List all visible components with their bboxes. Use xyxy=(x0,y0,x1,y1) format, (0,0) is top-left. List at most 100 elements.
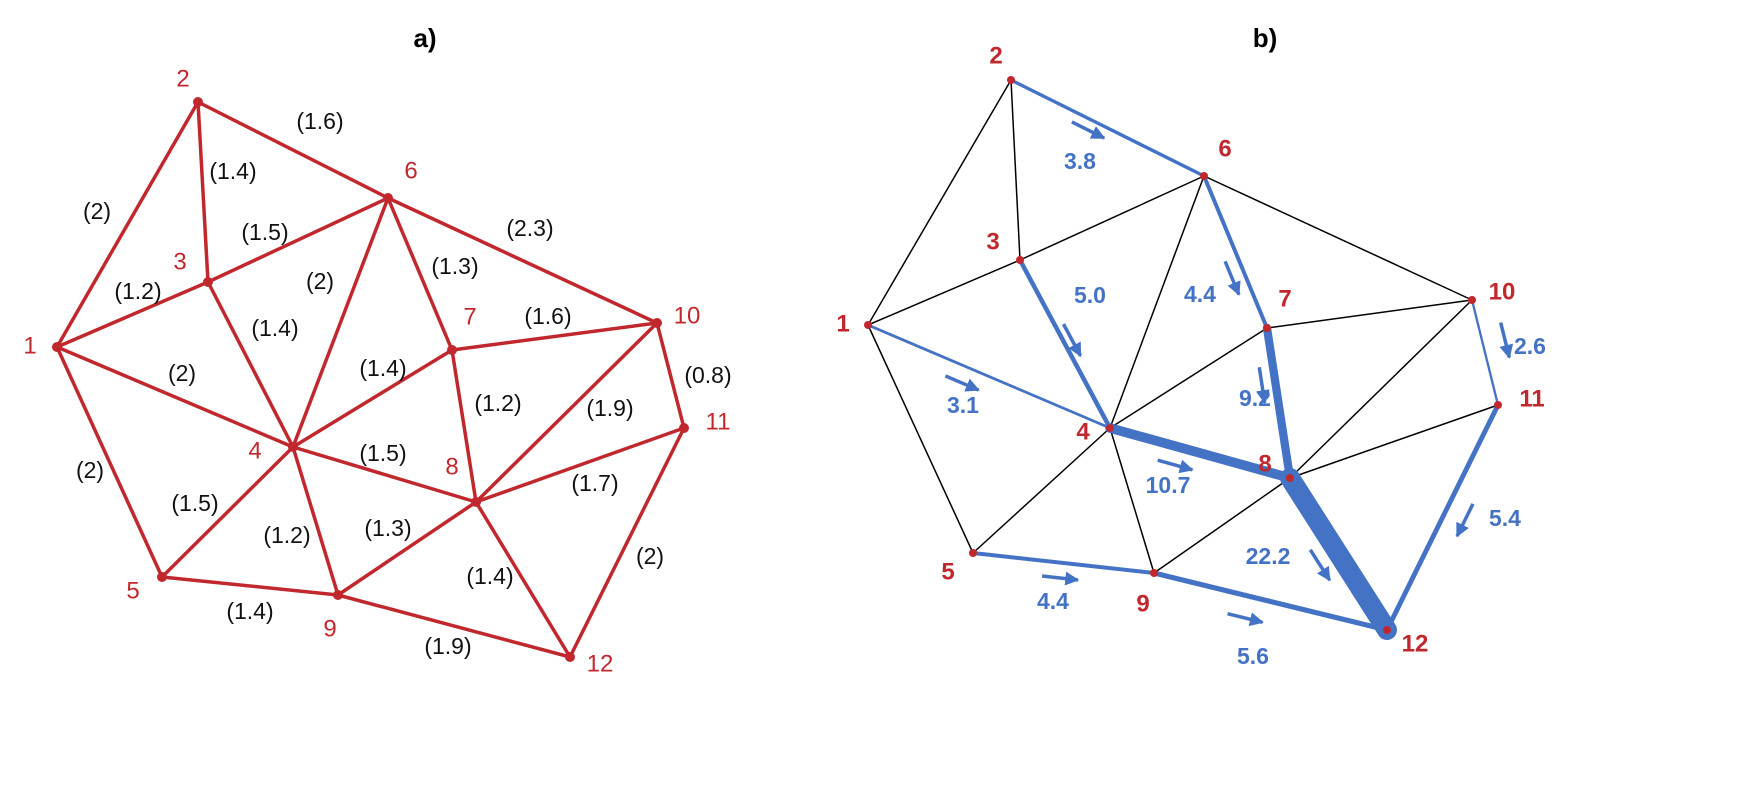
flow-label: 4.4 xyxy=(1037,588,1069,614)
panel-title: b) xyxy=(1253,23,1278,53)
node xyxy=(1286,474,1294,482)
edge-label: (1.2) xyxy=(263,522,310,548)
node-label: 4 xyxy=(248,437,261,464)
edge xyxy=(867,259,1021,326)
node xyxy=(333,590,343,600)
edge xyxy=(161,575,339,597)
node-label: 3 xyxy=(173,248,186,275)
edge xyxy=(337,500,477,597)
flow-label: 2.6 xyxy=(1514,333,1546,359)
edge xyxy=(387,196,658,325)
node-label: 3 xyxy=(986,228,999,255)
flow xyxy=(1151,570,1390,633)
flow-arrow xyxy=(1071,120,1106,140)
node-label: 10 xyxy=(1489,278,1516,305)
flow-arrow xyxy=(1157,458,1194,474)
node xyxy=(1007,76,1015,84)
node-label: 1 xyxy=(23,332,36,359)
edge xyxy=(1109,175,1205,429)
flow xyxy=(1470,298,1500,407)
node-label: 8 xyxy=(1258,450,1271,477)
flow-arrow xyxy=(1223,260,1241,296)
edge-label: (2) xyxy=(83,198,111,224)
edge-label: (1.5) xyxy=(171,490,218,516)
edge xyxy=(1289,299,1473,479)
edge xyxy=(475,426,685,504)
flow-label: 3.8 xyxy=(1064,148,1096,174)
flow xyxy=(1017,257,1113,431)
node xyxy=(652,318,662,328)
node xyxy=(383,193,393,203)
edge-label: (1.7) xyxy=(571,470,618,496)
edge-label: (1.9) xyxy=(586,395,633,421)
node xyxy=(1263,324,1271,332)
flow xyxy=(1105,423,1295,483)
node xyxy=(52,342,62,352)
flow xyxy=(1384,402,1501,633)
flow-arrow xyxy=(1498,322,1514,359)
flow-label: 5.6 xyxy=(1237,643,1269,669)
node xyxy=(1494,401,1502,409)
node-label: 10 xyxy=(674,302,701,329)
flow-label: 5.0 xyxy=(1074,282,1106,308)
node-label: 7 xyxy=(1278,285,1291,312)
node-label: 5 xyxy=(126,577,139,604)
edge-label: (2) xyxy=(76,457,104,483)
flow-label: 5.4 xyxy=(1489,505,1521,531)
node-label: 11 xyxy=(706,408,731,435)
edge-label: (2.3) xyxy=(506,215,553,241)
edge xyxy=(474,501,572,658)
edge-label: (2) xyxy=(306,268,334,294)
edge xyxy=(568,427,686,658)
edge-label: (1.2) xyxy=(114,278,161,304)
flow-arrow xyxy=(1308,548,1332,582)
edge xyxy=(337,593,571,659)
flow xyxy=(1280,468,1397,640)
edge-label: (1.3) xyxy=(431,253,478,279)
node xyxy=(288,442,298,452)
edge xyxy=(450,349,478,503)
node-label: 9 xyxy=(323,615,336,642)
edge xyxy=(655,322,686,429)
node xyxy=(157,572,167,582)
node xyxy=(1016,256,1024,264)
flow xyxy=(971,551,1156,575)
node xyxy=(447,345,457,355)
edge xyxy=(55,101,200,348)
edge xyxy=(56,345,294,449)
edge-label: (1.2) xyxy=(474,390,521,416)
panel-b: 3.84.45.03.1 9.210.722.22.65.44.45.612345… xyxy=(836,42,1546,669)
edge xyxy=(1109,427,1155,574)
node-label: 12 xyxy=(587,650,614,677)
edge xyxy=(291,197,390,448)
edge xyxy=(160,445,295,579)
edge xyxy=(1266,299,1473,329)
edge xyxy=(55,346,164,578)
node-label: 7 xyxy=(463,303,476,330)
edge-label: (0.8) xyxy=(684,362,731,388)
node-label: 6 xyxy=(1218,135,1231,162)
edge xyxy=(56,280,209,349)
edge xyxy=(1289,404,1499,479)
node xyxy=(1200,172,1208,180)
node xyxy=(1106,424,1114,432)
node-label: 6 xyxy=(404,157,417,184)
flow-arrow xyxy=(944,374,980,392)
flow xyxy=(1009,78,1206,178)
edge-label: (1.5) xyxy=(241,219,288,245)
edge xyxy=(1010,79,1021,261)
node xyxy=(203,277,213,287)
edge-label: (1.4) xyxy=(226,598,273,624)
flow xyxy=(1262,323,1295,483)
edge xyxy=(207,196,389,284)
flow xyxy=(866,323,1112,430)
node xyxy=(471,497,481,507)
edge xyxy=(292,348,453,449)
flow-label: 3.1 xyxy=(947,392,979,418)
flow-label: 10.7 xyxy=(1146,472,1191,498)
panel-a: (2) (1.6) (1.4) (1.5) (1.2) (1.4) (2) (1.3) (2.3… xyxy=(23,65,731,677)
node xyxy=(565,652,575,662)
edge-label: (1.4) xyxy=(209,158,256,184)
edge xyxy=(451,321,658,352)
flow xyxy=(1202,174,1269,330)
